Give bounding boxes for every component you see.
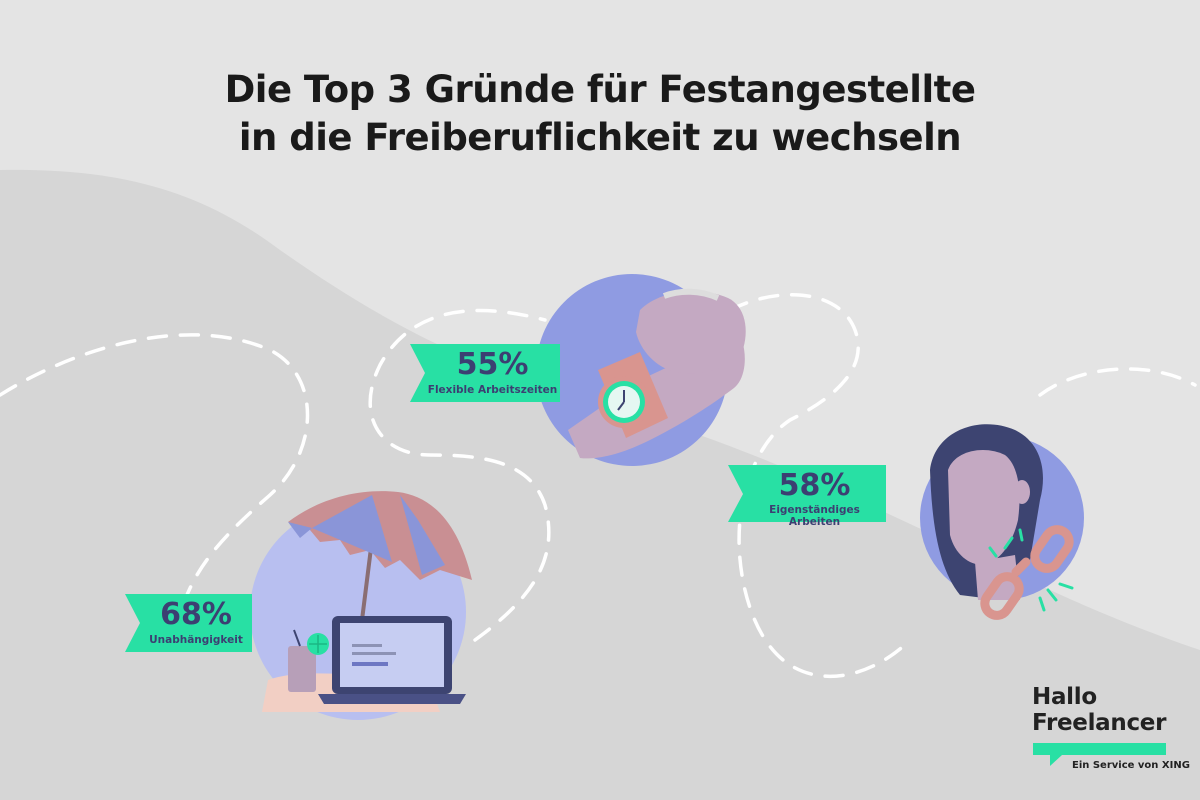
ribbon-tag-58 bbox=[728, 465, 886, 522]
reason-label-flexible-arbeitszeiten: Flexible Arbeitszeiten bbox=[427, 384, 558, 396]
logo-line-2: Freelancer bbox=[1032, 710, 1167, 736]
reason-percent-68: 68% bbox=[160, 597, 232, 632]
dashed-path-center bbox=[368, 308, 551, 642]
reason-label-eigenstaendiges-arbeiten: Eigenständiges Arbeiten bbox=[769, 504, 860, 528]
dashed-path-right bbox=[1038, 367, 1197, 397]
reason-percent-58: 58% bbox=[778, 468, 851, 503]
wristwatch-icon bbox=[536, 274, 746, 466]
reason-percent-55: 55% bbox=[456, 347, 529, 382]
logo-tagline: Ein Service von XING bbox=[1072, 760, 1190, 771]
dashed-path-left bbox=[0, 333, 310, 602]
page-title-line-1: Die Top 3 Gründe für Festangestellte bbox=[224, 68, 976, 111]
ribbon-tag-55 bbox=[410, 344, 560, 402]
beach-laptop-icon bbox=[250, 491, 472, 720]
logo-line-1: Hallo bbox=[1032, 684, 1097, 710]
woman-broken-chain-icon bbox=[920, 424, 1084, 620]
logo-speech-bubble-icon bbox=[1033, 743, 1166, 766]
reason-label-unabhaengigkeit: Unabhängigkeit bbox=[149, 634, 243, 646]
ribbon-tag-68 bbox=[125, 594, 252, 652]
ribbon-tags bbox=[125, 344, 886, 652]
page-title-line-2: in die Freiberuflichkeit zu wechseln bbox=[238, 116, 962, 159]
